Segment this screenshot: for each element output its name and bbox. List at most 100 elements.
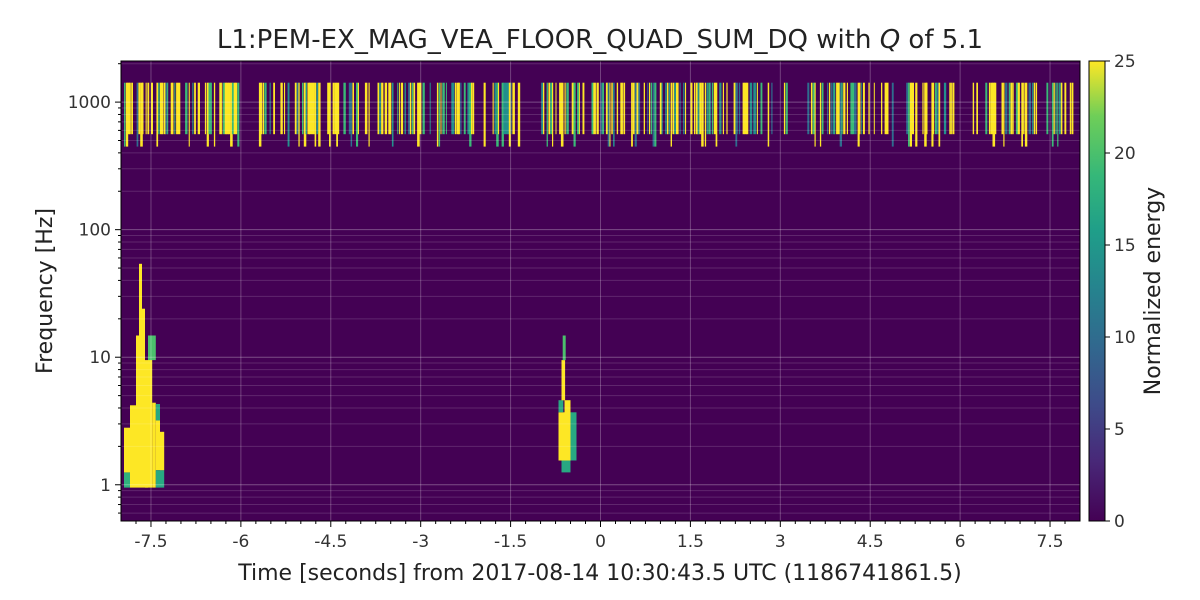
band-line: [125, 82, 129, 147]
band-line: [690, 82, 693, 135]
band-line: [843, 82, 846, 135]
band-line: [988, 82, 991, 135]
band-line: [338, 82, 340, 135]
y-tick-label: 10: [89, 348, 111, 368]
band-line: [1015, 82, 1019, 135]
band-line: [469, 82, 472, 147]
band-line: [850, 82, 853, 135]
band-line: [388, 82, 391, 135]
band-line: [334, 82, 337, 135]
band-line: [314, 82, 317, 147]
band-line: [546, 82, 548, 147]
band-line: [578, 82, 580, 135]
band-line: [636, 82, 639, 135]
blob-tile: [136, 335, 139, 488]
band-line: [607, 82, 610, 147]
band-line: [935, 82, 938, 135]
band-line: [595, 82, 597, 135]
band-line: [1021, 82, 1023, 147]
band-line: [972, 82, 975, 135]
band-line: [390, 82, 392, 135]
band-line: [1035, 82, 1038, 135]
band-line: [943, 82, 947, 135]
x-tick-label: -4.5: [314, 532, 347, 552]
x-axis-label: Time [seconds] from 2017-08-14 10:30:43.…: [237, 561, 961, 586]
band-line: [294, 82, 297, 135]
band-line: [915, 82, 918, 147]
blob-tile: [148, 335, 153, 488]
band-line: [819, 82, 822, 147]
band-line: [672, 82, 675, 135]
x-axis-ticks: -7.5 -6 -4.5 -3 -1.5 0 1.5 3 4.5 6 7.5: [134, 521, 1066, 552]
band-line: [124, 82, 126, 147]
band-line: [472, 82, 475, 135]
band-line: [1060, 82, 1063, 135]
blob-tile: [160, 431, 165, 471]
band-line: [733, 82, 736, 135]
band-line: [812, 82, 815, 135]
band-line: [756, 82, 758, 135]
band-line: [827, 82, 829, 135]
band-line: [260, 82, 262, 135]
blob-tile: [130, 405, 136, 488]
band-line: [990, 82, 994, 135]
band-line: [936, 82, 939, 135]
band-line: [222, 82, 226, 135]
band-line: [704, 82, 707, 147]
band-line: [192, 82, 194, 135]
band-line: [1008, 82, 1011, 135]
band-line: [507, 82, 510, 135]
band-line: [992, 82, 996, 147]
blob-tile: [124, 472, 130, 488]
x-tick-label: -6: [232, 532, 249, 552]
band-line: [573, 82, 576, 147]
x-tick-label: -1.5: [494, 532, 527, 552]
band-line: [316, 82, 319, 135]
band-line: [391, 82, 394, 147]
band-line: [458, 82, 460, 135]
band-line: [165, 82, 168, 135]
band-line: [188, 82, 190, 147]
band-line: [710, 82, 712, 135]
band-line: [891, 82, 894, 147]
band-line: [510, 82, 512, 135]
band-line: [498, 82, 500, 135]
blob-tile: [564, 400, 571, 461]
band-line: [679, 82, 681, 135]
band-line: [719, 82, 722, 135]
band-line: [1069, 82, 1072, 135]
grid-lines: [121, 61, 1080, 521]
band-line: [136, 82, 139, 147]
band-line: [145, 82, 147, 135]
band-line: [868, 82, 870, 135]
band-line: [771, 82, 773, 135]
band-line: [1059, 82, 1061, 135]
band-line: [814, 82, 816, 147]
band-line: [834, 82, 836, 135]
band-line: [670, 82, 672, 147]
band-line: [492, 82, 494, 135]
blob-tile: [561, 360, 566, 401]
blob-tile: [148, 335, 156, 361]
y-axis-label: Frequency [Hz]: [33, 208, 58, 374]
band-line: [739, 82, 741, 135]
band-line: [911, 82, 914, 135]
band-line: [591, 82, 594, 135]
band-line: [442, 82, 445, 135]
band-line: [922, 82, 924, 135]
band-line: [436, 82, 439, 147]
x-tick-label: 4.5: [857, 532, 884, 552]
band-line: [224, 82, 228, 135]
band-line: [417, 82, 420, 147]
band-line: [138, 82, 141, 135]
band-line: [1053, 82, 1055, 135]
band-line: [695, 82, 699, 135]
band-line: [471, 82, 473, 135]
band-line: [933, 82, 935, 135]
colorbar: [1088, 60, 1106, 522]
band-line: [715, 82, 718, 147]
band-line: [348, 82, 351, 135]
band-line: [857, 82, 860, 147]
band-line: [384, 82, 388, 135]
blob-tile: [558, 400, 564, 413]
